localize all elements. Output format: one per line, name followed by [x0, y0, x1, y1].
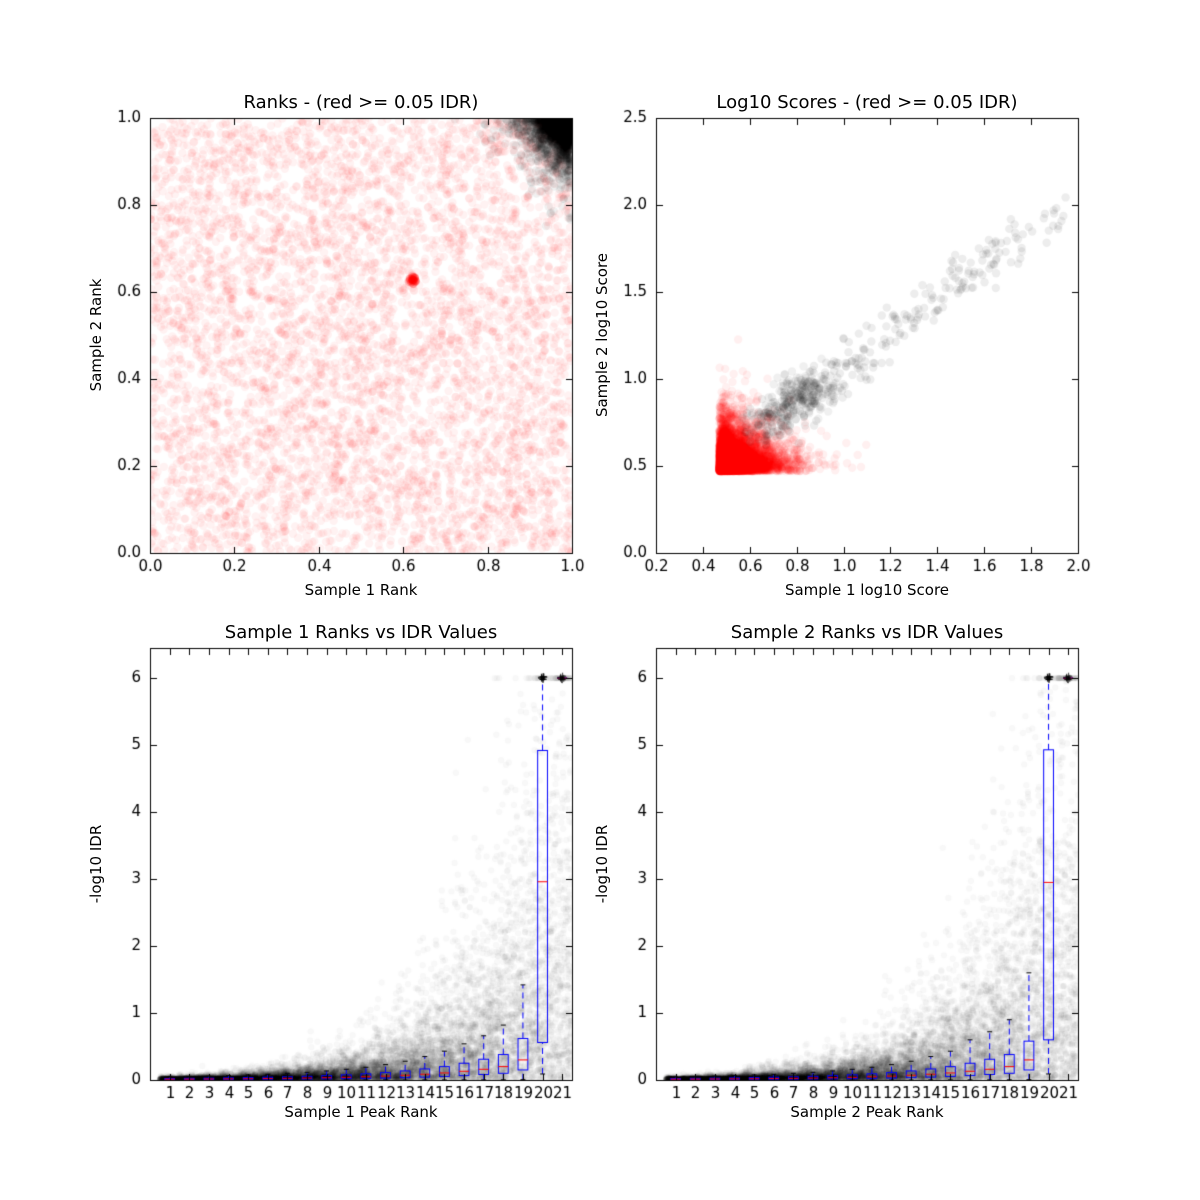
subplot-title-sample1-idr: Sample 1 Ranks vs IDR Values — [224, 622, 498, 643]
subplot-title-log10-scores: Log10 Scores - (red >= 0.05 IDR) — [716, 92, 1018, 113]
subplot-title-ranks: Ranks - (red >= 0.05 IDR) — [243, 92, 479, 113]
ylabel-neglog10-idr-right: -log10 IDR — [593, 824, 611, 904]
xlabel-sample2-peak-rank: Sample 2 Peak Rank — [790, 1103, 944, 1121]
ylabel-neglog10-idr-left: -log10 IDR — [87, 824, 105, 904]
ylabel-sample2-log10-score: Sample 2 log10 Score — [593, 252, 611, 418]
xlabel-sample1-rank: Sample 1 Rank — [304, 581, 418, 599]
subplot-title-sample2-idr: Sample 2 Ranks vs IDR Values — [730, 622, 1004, 643]
ylabel-sample2-rank: Sample 2 Rank — [87, 278, 105, 392]
xlabel-sample1-peak-rank: Sample 1 Peak Rank — [284, 1103, 438, 1121]
xlabel-sample1-log10-score: Sample 1 log10 Score — [784, 581, 950, 599]
